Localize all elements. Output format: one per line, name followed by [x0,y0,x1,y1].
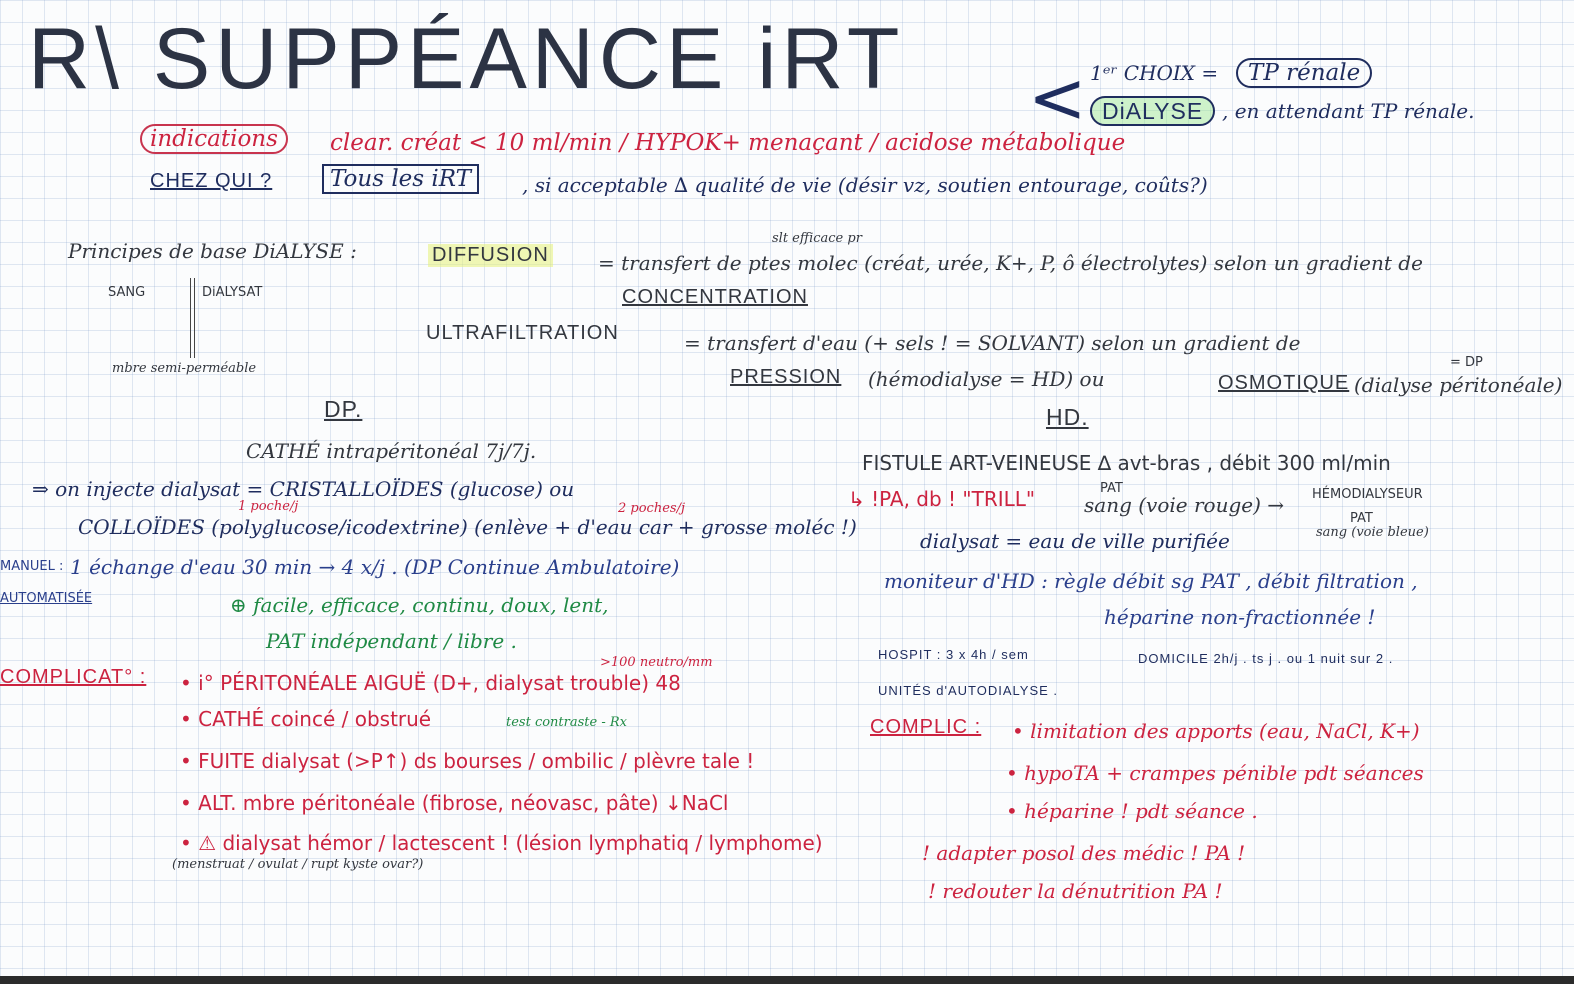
who-rest: , si acceptable ∆ qualité de vie (désir … [522,173,1208,197]
hd-complic-3: • héparine ! pdt séance . [1006,799,1258,823]
dialysat-label: DiALYSAT [202,285,263,300]
dp-inject: ⇒ on injecte dialysat = CRISTALLOÏDES (g… [32,477,575,501]
hd-complic-2: • hypoTA + crampes pénible pdt séances [1006,761,1424,785]
dp-note-2poches: 2 poches/j [618,501,685,516]
dp-note-1poche: 1 poche/j [238,499,299,514]
dp-complic-4: • ALT. mbre péritonéale (fibrose, néovas… [180,791,729,815]
hd-moniteur: moniteur d'HD : règle débit sg PAT , déb… [884,569,1418,593]
hd-complic-1: • limitation des apports (eau, NaCl, K+) [1012,719,1420,743]
scan-edge [0,976,1574,984]
concentration: CONCENTRATION [622,286,808,308]
membrane-label: mbre semi-perméable [112,361,257,376]
sang-label: SANG [108,285,146,300]
indications-text: clear. créat < 10 ml/min / HYPOK+ menaça… [330,130,1126,156]
dp-manuel: 1 échange d'eau 30 min → 4 x/j . (DP Con… [70,555,680,579]
hd-advice-2: ! redouter la dénutrition PA ! [928,879,1223,903]
tp-renale-circled: TP rénale [1236,58,1373,89]
hd-heparine: héparine non-fractionnée ! [1104,605,1376,629]
choice-bracket: < [1028,57,1087,139]
hd-unites: UNITÉS d'AUTODIALYSE . [878,683,1059,698]
dp-advantages: ⊕ facile, efficace, continu, doux, lent, [230,593,609,617]
who-boxed: Tous les iRT [322,164,480,195]
dp-advantages-2: PAT indépendant / libre . [266,629,517,653]
hd-complic-label: COMPLIC : [870,716,982,738]
hd-fistule: FISTULE ART-VEINEUSE ∆ avt-bras , débit … [862,451,1391,475]
hd-pat-2: PAT [1350,511,1373,526]
dp-colloides: COLLOÏDES (polyglucose/icodextrine) (enl… [78,515,857,539]
principles-label: Principes de base DiALYSE : [68,239,357,263]
dp-auto-label: AUTOMATISÉE [0,591,93,606]
dp-complic-5: • ⚠ dialysat hémor / lactescent ! (lésio… [180,831,823,855]
hd-dialysat: dialysat = eau de ville purifiée [920,529,1230,553]
pression-rest: (hémodialyse = HD) ou [868,367,1105,391]
hd-sang-bleue: sang (voie bleue) [1316,525,1429,540]
dp-complic-label: COMPLICAT° : [0,666,147,688]
diffusion-term: DIFFUSION [428,244,553,267]
diffusion-note: slt efficace pr [772,231,862,246]
osmotique-rest: (dialyse péritonéale) [1354,373,1563,397]
membrane-line [190,278,195,358]
pression: PRESSION [730,366,842,388]
ultrafiltration-term: ULTRAFILTRATION [426,322,619,344]
dp-c1-note: >100 neutro/mm [600,655,713,670]
ultrafiltration-text: = transfert d'eau (+ sels ! = SOLVANT) s… [684,331,1301,355]
hd-sang-rouge: sang (voie rouge) → [1084,493,1284,517]
dp-heading: DP. [324,396,363,422]
dp-complic-5-note: (menstruat / ovulat / rupt kyste ovar?) [172,857,424,872]
dp-cathe: CATHÉ intrapéritonéal 7j/7j. [246,439,537,463]
waiting-text: , en attendant TP rénale. [1222,99,1475,123]
dp-complic-2: • CATHÉ coincé / obstrué [180,707,432,731]
dp-complic-3: • FUITE dialysat (>P↑) ds bourses / ombi… [180,749,755,773]
diffusion-text: = transfert de ptes molec (créat, urée, … [598,251,1423,275]
hd-heading: HD. [1046,404,1089,430]
first-choice-label: 1ᵉʳ CHOIX = [1090,61,1219,85]
osmotique: OSMOTIQUE [1218,372,1350,394]
hd-advice-1: ! adapter posol des médic ! PA ! [922,841,1246,865]
dp-note: = DP [1450,355,1483,370]
dialyse-circled: DiALYSE [1090,96,1216,127]
page-title: R\ SUPPÉANCE iRT [28,11,905,107]
hd-hospit: HOSPIT : 3 x 4h / sem [878,647,1029,662]
dp-manuel-label: MANUEL : [0,559,64,574]
hd-pat-1: PAT [1100,481,1123,496]
indications-label: indications [140,124,288,155]
hd-pa: ↳ !PA, db ! "TRILL" [848,487,1036,511]
dp-complic-2-note: test contraste - Rx [506,715,627,730]
hd-hemodialyseur: HÉMODIALYSEUR [1312,487,1423,502]
dp-complic-1: • i° PÉRITONÉALE AIGUË (D+, dialysat tro… [180,671,681,695]
who-label: CHEZ QUI ? [150,170,273,192]
hd-domicile: DOMICILE 2h/j . ts j . ou 1 nuit sur 2 . [1138,651,1394,666]
